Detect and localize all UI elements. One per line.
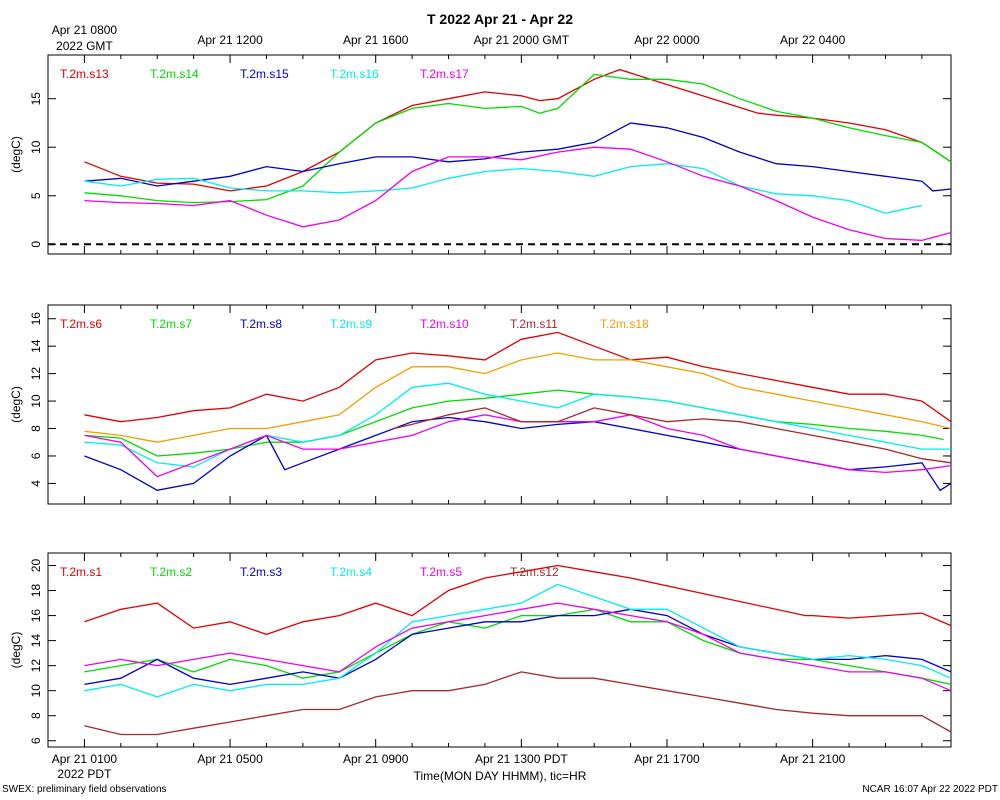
y-tick-label: 16 (29, 609, 43, 623)
top-axis-label: Apr 21 1600 (343, 33, 409, 47)
legend-T-2m-s3: T.2m.s3 (240, 565, 282, 579)
top-axis-label: Apr 22 0000 (634, 33, 700, 47)
bottom-axis-label: Apr 21 0500 (197, 752, 263, 766)
bottom-axis-label: Apr 21 1700 (634, 752, 700, 766)
y-tick-label: 12 (29, 659, 43, 673)
series-line-T-2m-s17 (84, 146, 952, 242)
y-tick-label: 18 (29, 584, 43, 598)
y-tick-label: 6 (29, 737, 43, 744)
chart-title: T 2022 Apr 21 - Apr 22 (427, 11, 573, 27)
top-axis-label: Apr 21 0800 (52, 23, 118, 37)
legend-T-2m-s14: T.2m.s14 (150, 67, 199, 81)
bottom-time-axis: Apr 21 0100 Apr 21 0500 Apr 21 0900 Apr 21 … (52, 752, 846, 781)
series-line-T-2m-s16 (84, 163, 923, 214)
bottom-axis-label: Apr 21 0100 (52, 752, 118, 766)
series-line-T-2m-s5 (84, 602, 952, 692)
y-axis-label: (degC) (9, 136, 23, 173)
bottom-axis-label: Apr 21 0900 (343, 752, 409, 766)
panel-frame (47, 552, 952, 748)
top-time-axis: Apr 21 0800 Apr 21 1200 Apr 21 1600 Apr 21 … (52, 23, 846, 53)
legend-T-2m-s17: T.2m.s17 (420, 67, 469, 81)
legend-T-2m-s4: T.2m.s4 (330, 565, 372, 579)
footer-left: SWEX: preliminary field observations (2, 784, 167, 795)
bottom-axis-label: Apr 21 2100 (780, 752, 846, 766)
panel-3: 6 8 10 12 14 16 18 20 (degC) T.2m.s1 T.2m.s2 T.2m.s… (9, 552, 952, 748)
legend-T-2m-s18: T.2m.s18 (600, 317, 649, 331)
y-tick-label: 6 (29, 452, 43, 459)
series-line-T-2m-s13 (84, 68, 952, 192)
series-line-T-2m-s15 (84, 122, 952, 192)
legend-T-2m-s9: T.2m.s9 (330, 317, 372, 331)
series-line-T-2m-s6 (84, 331, 952, 423)
series-line-T-2m-s14 (84, 73, 952, 204)
y-tick-label: 20 (29, 559, 43, 573)
legend-T-2m-s8: T.2m.s8 (240, 317, 282, 331)
panel-frame (47, 304, 952, 505)
y-tick-label: 14 (29, 634, 43, 648)
legend-T-2m-s5: T.2m.s5 (420, 565, 462, 579)
series-line-T-2m-s12 (84, 671, 952, 736)
y-tick-label: 5 (29, 192, 43, 199)
y-tick-label: 16 (29, 312, 43, 326)
series-line-T-2m-s8 (84, 416, 952, 492)
y-tick-label: 8 (29, 712, 43, 719)
legend-T-2m-s15: T.2m.s15 (240, 67, 289, 81)
y-tick-label: 4 (29, 480, 43, 487)
y-tick-label: 10 (29, 684, 43, 698)
top-axis-label: Apr 21 1200 (197, 33, 263, 47)
y-tick-label: 15 (29, 92, 43, 106)
y-tick-label: 10 (29, 394, 43, 408)
y-tick-label: 10 (29, 140, 43, 154)
footer-right: NCAR 16:07 Apr 22 2022 PDT (862, 784, 998, 795)
series-line-T-2m-s1 (84, 564, 952, 636)
bottom-axis-sublabel: 2022 PDT (57, 767, 112, 781)
legend-T-2m-s10: T.2m.s10 (420, 317, 469, 331)
top-axis-label: Apr 21 2000 GMT (474, 33, 570, 47)
y-axis-label: (degC) (9, 386, 23, 423)
y-tick-label: 8 (29, 425, 43, 432)
series-line-T-2m-s18 (84, 352, 952, 443)
panel-2: 4 6 8 10 12 14 16 (degC) T.2m.s6 T.2m.s7 T.2m.s8 T.… (9, 304, 952, 505)
legend-T-2m-s1: T.2m.s1 (60, 565, 102, 579)
y-tick-label: 14 (29, 339, 43, 353)
legend-T-2m-s12: T.2m.s12 (510, 565, 559, 579)
legend-T-2m-s6: T.2m.s6 (60, 317, 102, 331)
legend-T-2m-s11: T.2m.s11 (510, 317, 558, 331)
y-tick-label: 12 (29, 367, 43, 381)
panel-frame (47, 54, 952, 255)
top-axis-label: Apr 22 0400 (780, 33, 846, 47)
legend-T-2m-s16: T.2m.s16 (330, 67, 379, 81)
series-line-T-2m-s11 (393, 407, 952, 464)
y-axis-label: (degC) (9, 632, 23, 669)
x-axis-label: Time(MON DAY HHMM), tic=HR (414, 769, 587, 783)
series-line-T-2m-s4 (84, 583, 952, 698)
panel-1: 0 5 10 15 (degC) T.2m.s13 T.2m.s14 T.2m.s15 T.2m… (9, 54, 952, 255)
legend-T-2m-s13: T.2m.s13 (60, 67, 109, 81)
top-axis-sublabel: 2022 GMT (56, 39, 113, 53)
bottom-axis-label: Apr 21 1300 PDT (475, 752, 568, 766)
legend-T-2m-s2: T.2m.s2 (150, 565, 192, 579)
legend-T-2m-s7: T.2m.s7 (150, 317, 192, 331)
y-tick-label: 0 (29, 241, 43, 248)
